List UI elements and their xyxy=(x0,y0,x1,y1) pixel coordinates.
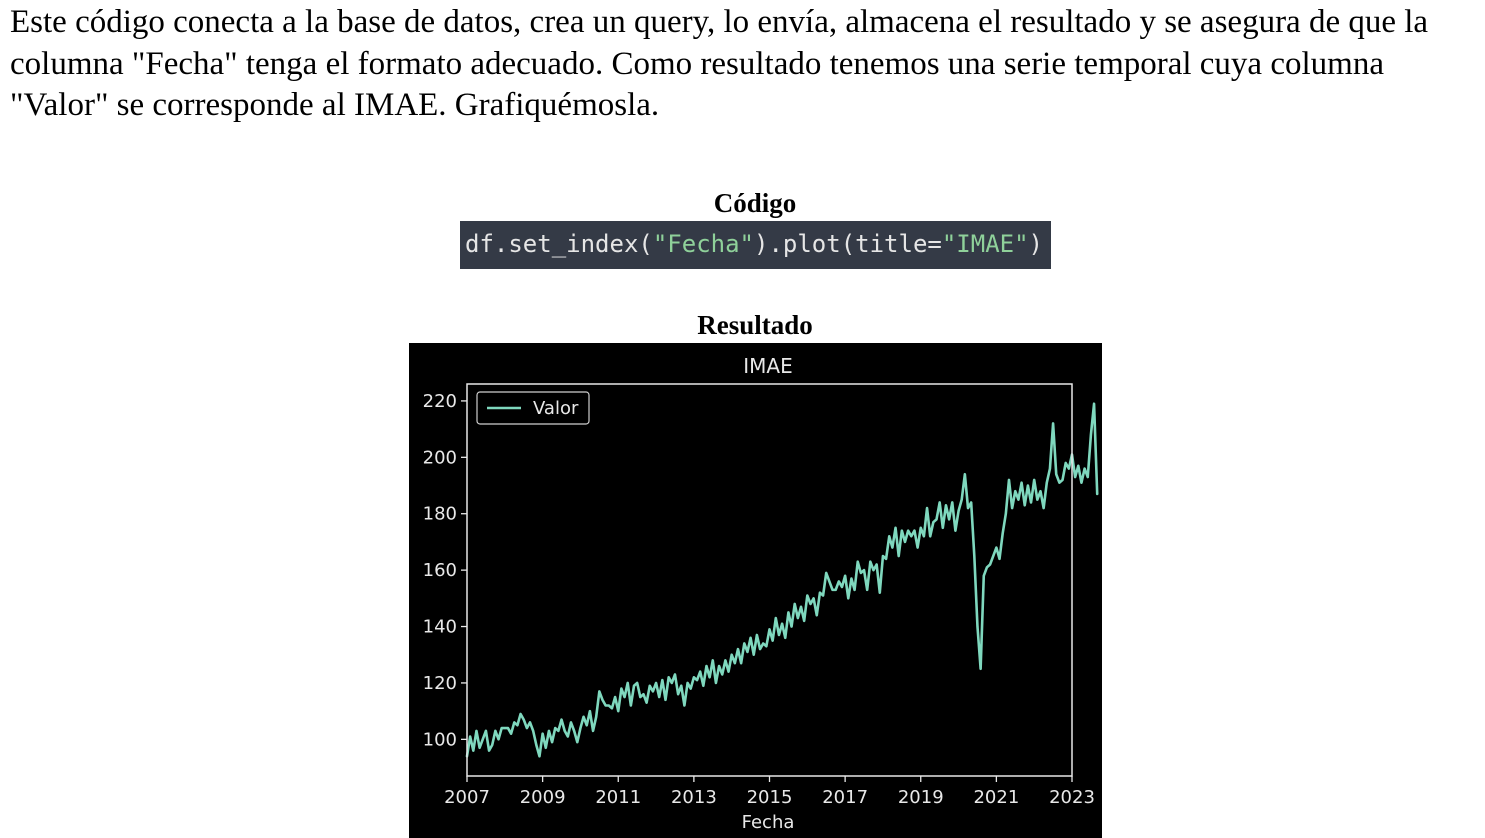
y-tick-label: 220 xyxy=(423,391,457,412)
code-block: df.set_index("Fecha").plot(title="IMAE") xyxy=(460,221,1051,269)
x-tick-label: 2007 xyxy=(444,787,490,808)
x-tick-label: 2023 xyxy=(1049,787,1095,808)
y-tick-label: 100 xyxy=(423,729,457,750)
result-section-label: Resultado xyxy=(697,310,813,340)
x-tick-label: 2011 xyxy=(595,787,641,808)
x-tick-label: 2013 xyxy=(671,787,717,808)
code-section-label: Código xyxy=(713,188,797,218)
plot-area-frame xyxy=(466,383,1073,777)
code-suffix: ) xyxy=(1028,230,1043,258)
axis-ticks: 2007 2009 2011 2013 2015 2017 2019 2021 2023 100 1… xyxy=(423,391,1095,808)
x-tick-label: 2019 xyxy=(898,787,944,808)
code-string-imae: "IMAE" xyxy=(941,230,1029,258)
legend: Valor xyxy=(476,391,590,425)
x-tick-label: 2015 xyxy=(747,787,793,808)
chart-title: IMAE xyxy=(743,354,792,378)
legend-box xyxy=(476,391,590,425)
code-string-fecha: "Fecha" xyxy=(652,230,754,258)
intro-paragraph: Este código conecta a la base de datos, … xyxy=(10,4,1429,123)
y-tick-label: 120 xyxy=(423,673,457,694)
y-tick-label: 140 xyxy=(423,617,457,638)
y-tick-label: 180 xyxy=(423,504,457,525)
x-tick-label: 2021 xyxy=(973,787,1019,808)
series-line-valor xyxy=(465,402,1099,758)
y-tick-label: 160 xyxy=(423,560,457,581)
legend-label-valor: Valor xyxy=(533,398,579,419)
code-prefix: df.set_index( xyxy=(465,230,653,258)
imae-chart: IMAE 2007 2009 2011 2013 2015 2017 2019 2021 202… xyxy=(409,343,1102,838)
code-middle: ).plot(title= xyxy=(754,230,942,258)
x-tick-label: 2009 xyxy=(520,787,566,808)
y-tick-label: 200 xyxy=(423,447,457,468)
x-tick-label: 2017 xyxy=(822,787,868,808)
x-axis-label: Fecha xyxy=(742,812,795,833)
imae-chart-svg: IMAE 2007 2009 2011 2013 2015 2017 2019 2021 202… xyxy=(423,354,1099,833)
